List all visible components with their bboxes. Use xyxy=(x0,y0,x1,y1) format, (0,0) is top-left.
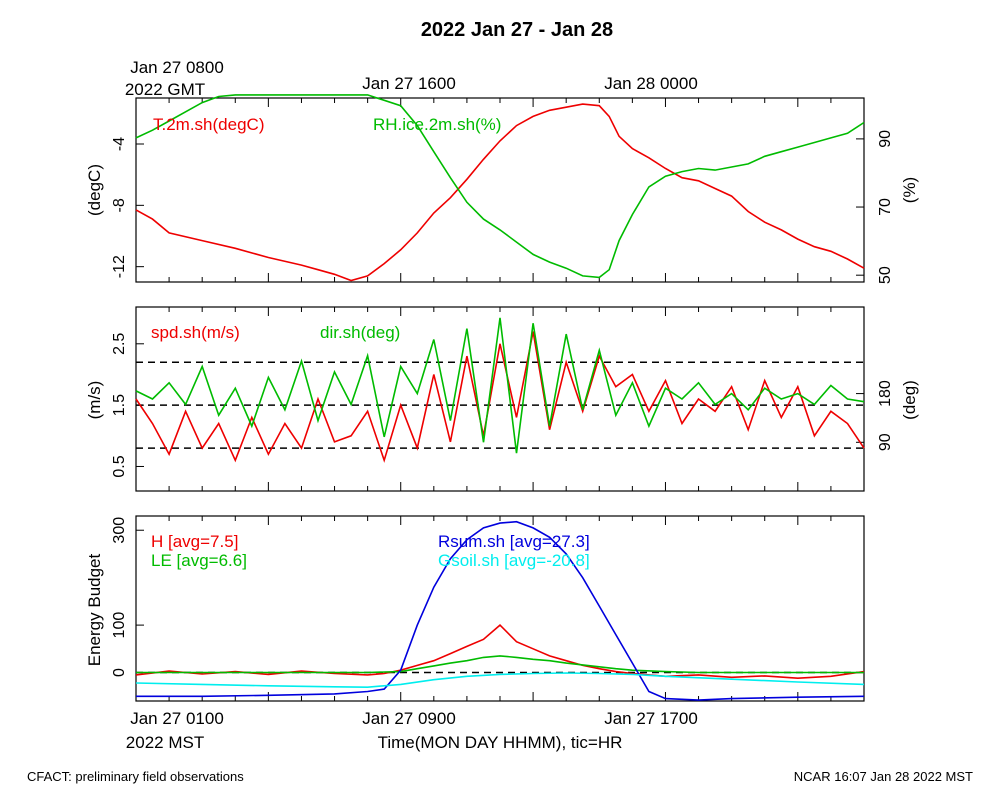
panel-2-ylabel-right: (deg) xyxy=(900,380,919,420)
panel-wind: 0.5 1.5 2.5 90 180 (m/s) (deg) spd.sh(m/s) d… xyxy=(85,306,919,492)
panel-1-legend-rh: RH.ice.2m.sh(%) xyxy=(373,115,501,134)
x-axis-label: Time(MON DAY HHMM), tic=HR xyxy=(378,733,623,752)
y-tick-label-left: 0 xyxy=(111,668,128,677)
y-tick-label-right: 50 xyxy=(877,266,894,284)
panel-3-legend-gsoil: Gsoil.sh [avg=-20.8] xyxy=(438,551,590,570)
series-line-0-0 xyxy=(135,103,865,282)
panel-3-legend-le: LE [avg=6.6] xyxy=(151,551,247,570)
y-tick-label-right: 70 xyxy=(877,198,894,216)
y-tick-label-right: 180 xyxy=(877,380,894,407)
y-tick-label-left: 2.5 xyxy=(111,333,128,355)
panel-1-ylabel-left: (degC) xyxy=(85,164,104,216)
footer-right: NCAR 16:07 Jan 28 2022 MST xyxy=(794,769,973,784)
series-line-0-1 xyxy=(135,94,865,279)
panel-2-series xyxy=(135,317,865,463)
panel-2-legend-dir: dir.sh(deg) xyxy=(320,323,400,342)
y-tick-label-right: 90 xyxy=(877,130,894,148)
chart-title: 2022 Jan 27 - Jan 28 xyxy=(421,19,613,41)
panel-2-frame xyxy=(135,306,865,492)
top-time-label-2: Jan 27 1600 xyxy=(362,74,456,93)
panel-3-series xyxy=(135,520,865,701)
panel-3-legend-rsum: Rsum.sh [avg=27.3] xyxy=(438,532,590,551)
panel-1-series xyxy=(135,94,865,282)
panel-1-ylabel-right: (%) xyxy=(900,177,919,203)
series-line-2-3 xyxy=(135,672,865,689)
y-tick-label-left: 1.5 xyxy=(111,394,128,416)
bottom-time-label-2: Jan 27 0900 xyxy=(362,709,456,728)
panel-temperature-humidity: -12 -8 -4 50 70 90 (degC) (%) T.2m.sh(degC) R… xyxy=(85,94,919,284)
y-tick-label-left: -12 xyxy=(111,255,128,278)
panel-2-legend-spd: spd.sh(m/s) xyxy=(151,323,240,342)
top-time-label-3: Jan 28 0000 xyxy=(604,74,698,93)
series-line-1-1 xyxy=(135,317,865,454)
series-line-1-0 xyxy=(135,331,865,463)
bottom-time-label-1: Jan 27 0100 xyxy=(130,709,224,728)
panel-1-legend-t2m: T.2m.sh(degC) xyxy=(153,115,264,134)
top-time-label-1-sub: 2022 GMT xyxy=(125,80,205,99)
panel-1-ticks: -12 -8 -4 50 70 90 xyxy=(111,98,894,284)
y-tick-label-left: -4 xyxy=(111,137,128,151)
series-line-2-1 xyxy=(136,655,864,674)
panel-3-legend-h: H [avg=7.5] xyxy=(151,532,238,551)
y-tick-label-left: 0.5 xyxy=(111,455,128,477)
bottom-time-label-3: Jan 27 1700 xyxy=(604,709,698,728)
series-line-2-2 xyxy=(136,520,865,701)
bottom-time-label-1-sub: 2022 MST xyxy=(126,733,204,752)
panel-2-ticks: 0.5 1.5 2.5 90 180 xyxy=(111,307,894,491)
panel-3-ticks: 0 100 300 xyxy=(111,516,832,701)
y-tick-label-right: 90 xyxy=(877,433,894,451)
y-tick-label-left: 300 xyxy=(111,517,128,544)
panel-2-ylabel-left: (m/s) xyxy=(85,381,104,420)
panel-energy-budget: 0 100 300 Energy Budget H [avg=7.5] LE [av… xyxy=(85,515,865,702)
y-tick-label-left: 100 xyxy=(111,612,128,639)
footer-left: CFACT: preliminary field observations xyxy=(27,769,244,784)
series-line-2-0 xyxy=(135,624,865,680)
y-tick-label-left: -8 xyxy=(111,198,128,212)
top-time-label-1: Jan 27 0800 xyxy=(130,58,224,77)
panel-3-ylabel: Energy Budget xyxy=(85,553,104,666)
